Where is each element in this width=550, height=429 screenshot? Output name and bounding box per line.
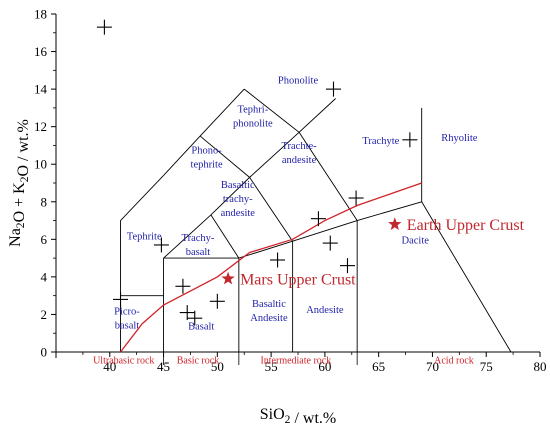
field-boundary-line: [120, 175, 164, 221]
sample-marker: [348, 190, 364, 206]
field-boundary-line: [292, 220, 358, 242]
field-boundary-line: [199, 88, 245, 137]
y-tick-label: 6: [41, 232, 48, 247]
field-label: Phono-tephrite: [191, 146, 223, 171]
y-tick-label: 8: [41, 194, 48, 209]
y-tick-label: 18: [34, 7, 47, 22]
field-boundary-line: [163, 135, 201, 176]
field-boundary-line: [298, 98, 336, 133]
x-tick-label: 65: [372, 359, 385, 374]
x-tick-label: 70: [426, 359, 439, 374]
sample-marker: [325, 81, 341, 97]
reference-star: [388, 217, 402, 230]
reference-label: Mars Upper Crust: [240, 271, 356, 288]
rock-group-label: Ultrabasic rock: [93, 356, 154, 367]
field-boundaries: [120, 88, 512, 353]
sample-marker: [96, 19, 112, 35]
x-tick-label: 40: [103, 359, 116, 374]
field-boundary-line: [163, 214, 212, 259]
sample-marker: [270, 252, 286, 268]
sample-marker: [179, 305, 195, 321]
field-label: Rhyolite: [441, 133, 478, 144]
field-boundary-line: [357, 201, 422, 221]
field-label: Basaltic Andesite: [250, 299, 288, 324]
field-label: Trachy-basalt: [182, 233, 215, 258]
y-tick-label: 0: [41, 345, 48, 360]
field-label: Basaltic trachy-andesite: [221, 180, 256, 219]
field-boundary-line: [243, 88, 300, 133]
x-tick-label: 80: [534, 359, 547, 374]
field-label: Tephri-phonolite: [233, 104, 273, 129]
rock-group-label: Intermediate rock: [260, 356, 331, 367]
field-label: Dacite: [402, 235, 430, 246]
rock-group-label: Basic rock: [177, 356, 220, 367]
reference-star: [221, 271, 235, 285]
y-tick-label: 4: [41, 269, 48, 284]
x-tick-label: 45: [157, 359, 170, 374]
field-boundary-line: [298, 132, 358, 221]
field-boundary-line: [249, 131, 300, 178]
field-label: Trachyte: [362, 136, 399, 147]
y-tick-label: 14: [34, 82, 48, 97]
samples: [96, 19, 418, 326]
trend-line: [120, 182, 422, 353]
field-label: Trachte-andesite: [281, 141, 317, 166]
sample-marker: [402, 132, 418, 148]
field-label: Picro-basalt: [114, 306, 140, 331]
x-tick-label: 50: [211, 359, 224, 374]
sample-marker: [113, 291, 129, 307]
field-boundary-line: [210, 214, 240, 259]
sample-marker: [339, 258, 355, 274]
sample-marker: [175, 278, 191, 294]
field-label: Tephrite: [127, 232, 162, 243]
x-tick-label: 55: [265, 359, 278, 374]
sample-marker: [310, 211, 326, 227]
y-axis-title: Na2O + K2O / wt.%: [7, 119, 32, 247]
field-boundary-line: [421, 201, 512, 353]
field-label: Basalt: [188, 322, 214, 333]
sample-marker: [187, 310, 203, 326]
x-tick-label: 60: [318, 359, 331, 374]
sample-marker: [153, 237, 169, 253]
y-tick-label: 12: [34, 119, 47, 134]
sample-marker: [209, 293, 225, 309]
x-tick-label: 75: [480, 359, 493, 374]
rock-group-label: Acid rock: [434, 356, 474, 367]
y-tick-label: 16: [34, 44, 48, 59]
y-tick-label: 2: [41, 307, 48, 322]
field-label: Phonolite: [278, 76, 319, 87]
sample-marker: [322, 235, 338, 251]
field-label: Andesite: [306, 305, 344, 316]
reference-label: Earth Upper Crust: [407, 217, 525, 234]
y-tick-label: 10: [34, 157, 47, 172]
field-boundary-line: [199, 135, 250, 178]
field-boundary-line: [249, 177, 293, 242]
field-boundary-line: [210, 177, 250, 216]
field-boundary-line: [238, 240, 293, 259]
x-axis-title: SiO2 / wt.%: [260, 406, 336, 427]
